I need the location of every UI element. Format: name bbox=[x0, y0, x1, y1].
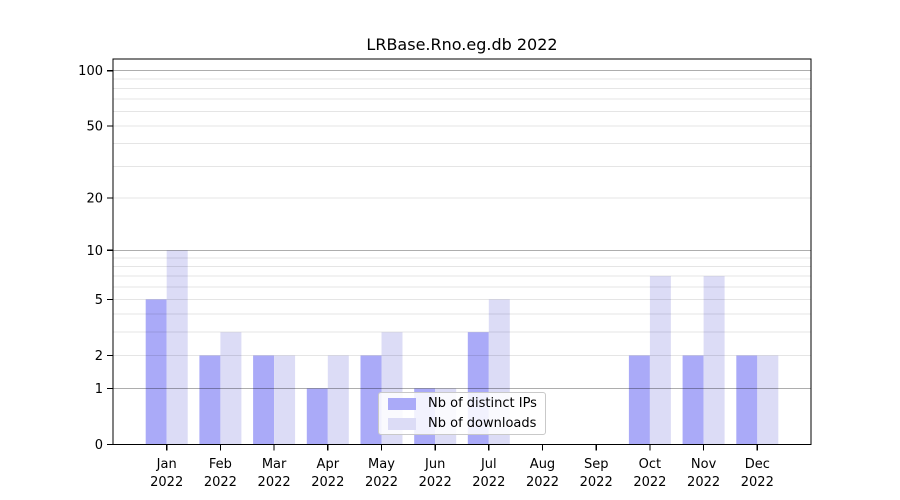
bar-distinct-ips bbox=[628, 355, 650, 445]
chart-title: LRBase.Rno.eg.db 2022 bbox=[366, 35, 558, 54]
bar-distinct-ips bbox=[736, 355, 758, 445]
legend-swatch-distinct-ips bbox=[388, 397, 416, 410]
x-tick-label-year: 2022 bbox=[150, 475, 183, 490]
x-tick-label-month: May bbox=[368, 457, 395, 472]
x-tick-label-month: Nov bbox=[691, 457, 717, 472]
x-tick-label-month: Aug bbox=[530, 457, 555, 472]
x-tick-label-month: Jun bbox=[424, 457, 445, 472]
x-tick-label-year: 2022 bbox=[472, 475, 505, 490]
x-tick-label-month: Sep bbox=[584, 457, 609, 472]
x-tick-label-month: Jan bbox=[156, 457, 177, 472]
x-tick-label-year: 2022 bbox=[687, 475, 720, 490]
y-tick-label: 50 bbox=[86, 120, 103, 135]
y-tick-label: 10 bbox=[86, 244, 103, 259]
bar-downloads bbox=[274, 355, 296, 445]
bar-downloads bbox=[327, 355, 349, 445]
bar-distinct-ips bbox=[199, 355, 221, 445]
legend-label: Nb of downloads bbox=[428, 416, 537, 431]
bar-distinct-ips bbox=[682, 355, 704, 445]
legend-label: Nb of distinct IPs bbox=[428, 396, 537, 411]
plot-border bbox=[112, 58, 812, 446]
x-tick-label-month: Feb bbox=[209, 457, 232, 472]
y-tick-label: 2 bbox=[95, 349, 103, 364]
bar-downloads bbox=[220, 332, 242, 445]
x-tick-label-month: Mar bbox=[262, 457, 287, 472]
bar-downloads bbox=[703, 276, 725, 445]
legend-swatch-downloads bbox=[388, 417, 416, 430]
x-tick-label-month: Apr bbox=[317, 457, 340, 472]
bar-distinct-ips bbox=[306, 388, 328, 445]
x-tick-label-year: 2022 bbox=[258, 475, 291, 490]
bar-distinct-ips bbox=[253, 355, 275, 445]
x-tick-label-year: 2022 bbox=[311, 475, 344, 490]
x-tick-label-year: 2022 bbox=[633, 475, 666, 490]
x-tick-label-year: 2022 bbox=[365, 475, 398, 490]
x-tick-label-month: Dec bbox=[745, 457, 770, 472]
legend-item-distinct-ips: Nb of distinct IPs bbox=[388, 394, 545, 414]
legend: Nb of distinct IPs Nb of downloads bbox=[378, 392, 546, 435]
legend-item-downloads: Nb of downloads bbox=[388, 414, 545, 434]
y-tick-label: 0 bbox=[95, 438, 103, 453]
x-tick-label-year: 2022 bbox=[526, 475, 559, 490]
bar-downloads bbox=[166, 250, 188, 445]
bar-downloads bbox=[649, 276, 671, 445]
bar-downloads bbox=[757, 355, 779, 445]
x-tick-label-year: 2022 bbox=[580, 475, 613, 490]
y-tick-label: 1 bbox=[95, 382, 103, 397]
x-tick-label-month: Jul bbox=[480, 457, 497, 472]
x-tick-label-year: 2022 bbox=[204, 475, 237, 490]
y-tick-label: 5 bbox=[95, 293, 103, 308]
y-tick-label: 100 bbox=[78, 64, 103, 79]
x-tick-label-month: Oct bbox=[639, 457, 661, 472]
bar-distinct-ips bbox=[360, 355, 382, 445]
x-tick-label-year: 2022 bbox=[741, 475, 774, 490]
y-tick-label: 20 bbox=[86, 191, 103, 206]
x-tick-label-year: 2022 bbox=[419, 475, 452, 490]
bar-distinct-ips bbox=[145, 299, 167, 445]
